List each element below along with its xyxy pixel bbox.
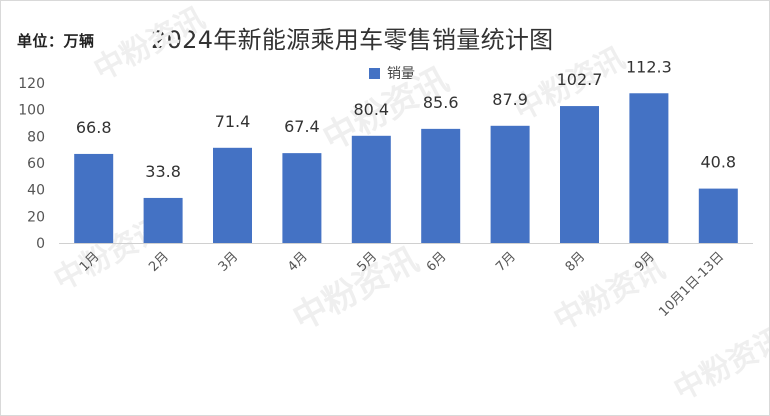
y-tick-label: 0 [36,236,45,252]
watermark-text: 中粉资讯 [286,240,425,339]
bars: 66.8 33.8 71.4 67.4 80.4 85.6 87.9 102.7 112.3 40… [74,57,738,244]
x-tick-label: 8月 [563,249,589,275]
watermark-text: 中粉资讯 [88,1,210,88]
x-tick-label: 6月 [424,249,450,275]
y-tick-label: 20 [27,209,45,225]
data-label: 40.8 [700,153,736,172]
x-tick-label: 4月 [285,249,311,275]
data-label: 71.4 [215,112,251,131]
x-tick-label: 10月1日-13日 [656,249,727,320]
bar [629,93,669,244]
watermark-text: 中粉资讯 [668,321,769,408]
legend: 销量 [369,63,415,83]
data-label: 85.6 [423,93,459,112]
data-label: 80.4 [353,100,389,119]
x-tick-label: 2月 [146,249,172,275]
x-tick-label: 3月 [216,249,242,275]
data-label: 67.4 [284,117,320,136]
bar [213,147,252,243]
data-label: 33.8 [145,162,181,181]
bar [282,153,322,243]
bar [698,188,738,243]
data-label: 87.9 [492,90,528,109]
unit-label: 单位：万辆 [17,32,95,50]
data-label: 102.7 [557,70,603,89]
y-axis: 0 20 40 60 80 100 120 [18,76,45,252]
data-label: 112.3 [626,57,672,76]
chart-title: 2024年新能源乘用车零售销量统计图 [151,26,554,54]
bar [74,153,114,243]
y-tick-label: 100 [18,103,45,119]
bar [560,106,599,243]
y-tick-label: 120 [18,76,45,92]
bar [421,128,461,243]
y-tick-label: 80 [27,129,45,145]
legend-label: 销量 [387,66,415,82]
y-tick-label: 40 [27,183,45,199]
bar [490,125,530,243]
x-tick-label: 7月 [493,249,519,275]
bar [351,135,391,243]
data-label: 66.8 [76,118,112,137]
y-tick-label: 60 [27,156,45,172]
bar [143,197,183,243]
legend-swatch [369,67,380,79]
